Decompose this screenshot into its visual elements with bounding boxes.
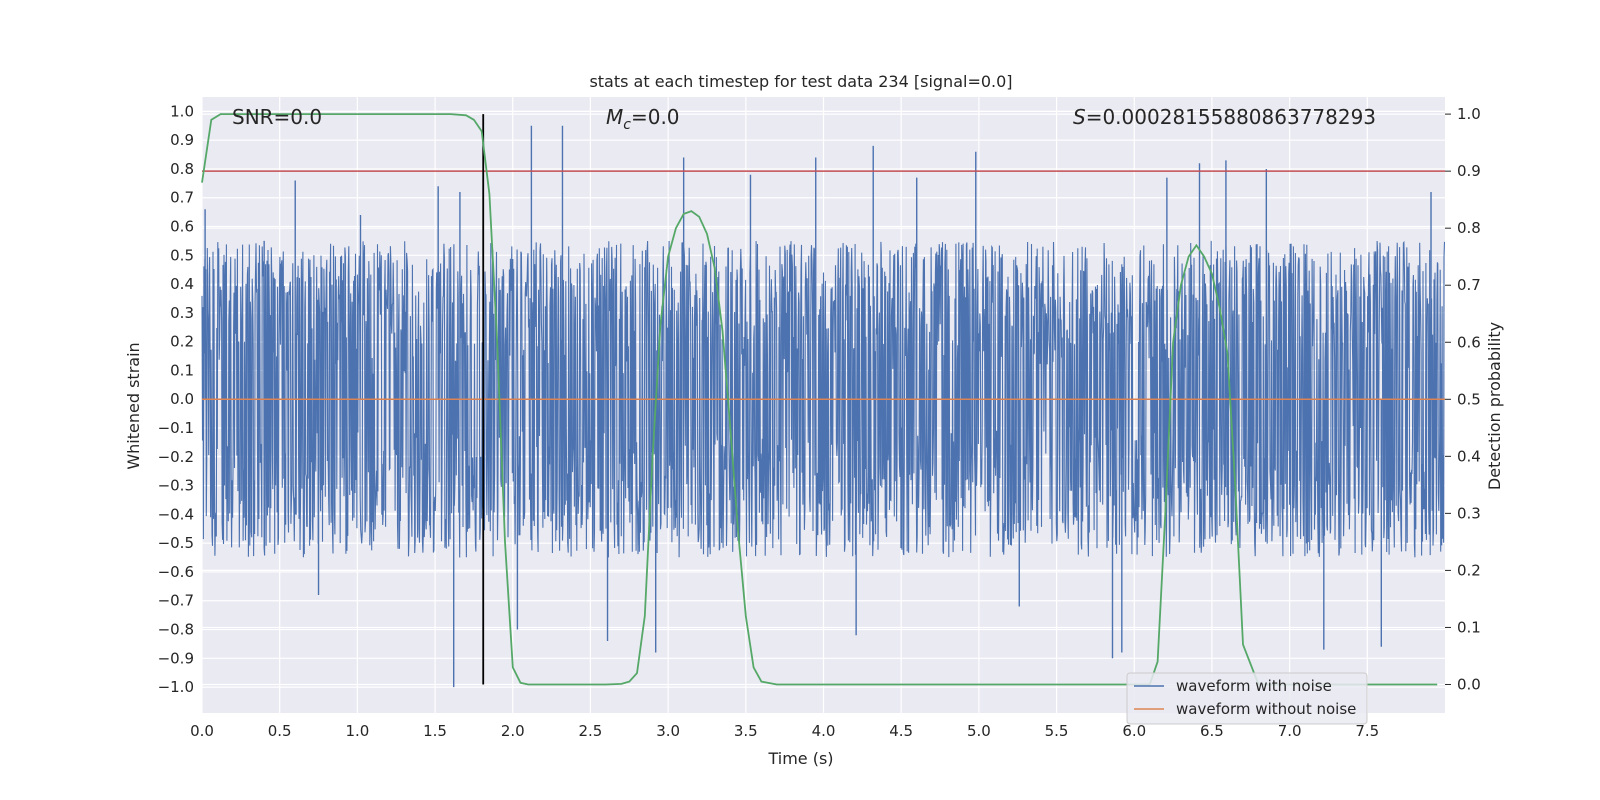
y-tick-label: 0.3 (170, 304, 194, 322)
y-tick-label: −0.1 (158, 419, 194, 437)
right-axis-ticks: 1.0 0.9 0.8 0.7 0.6 0.5 0.4 0.3 0.2 0.1 0.0 (1445, 105, 1481, 693)
y-tick-label: −0.2 (158, 448, 194, 466)
chirp-mass-value: =0.0 (631, 105, 680, 129)
probability-trace (201, 113, 1438, 686)
snr-annotation: SNR=0.0 (232, 105, 322, 129)
right-axis-label: Detection probability (1485, 322, 1504, 490)
y-tick-label: −1.0 (158, 678, 194, 696)
noise-trace (201, 240, 1446, 558)
legend-label-noise: waveform with noise (1176, 677, 1332, 695)
right-tick-label: 0.0 (1457, 675, 1481, 693)
y-axis-label: Whitened strain (124, 342, 143, 469)
x-tick-label: 1.0 (345, 722, 369, 740)
right-tick-label: 0.4 (1457, 447, 1481, 465)
y-tick-label: −0.5 (158, 534, 194, 552)
right-tick-label: 0.9 (1457, 162, 1481, 180)
x-tick-label: 0.5 (268, 722, 292, 740)
x-tick-label: 3.0 (656, 722, 680, 740)
legend-box (1126, 672, 1368, 725)
x-tick-label: 7.5 (1355, 722, 1379, 740)
y-tick-label: 0.1 (170, 361, 194, 379)
x-tick-label: 7.0 (1278, 722, 1302, 740)
x-tick-label: 3.5 (734, 722, 758, 740)
y-tick-label: 0.0 (170, 390, 194, 408)
right-tick-label: 0.5 (1457, 390, 1481, 408)
x-axis-label: Time (s) (767, 749, 833, 768)
legend-label-clean: waveform without noise (1176, 700, 1356, 718)
right-tick-label: 0.6 (1457, 333, 1481, 351)
x-tick-label: 5.0 (967, 722, 991, 740)
score-annotation: S=0.00028155880863778293 (1073, 105, 1376, 129)
chirp-mass-annotation: Mc=0.0 (606, 105, 680, 133)
right-tick-label: 1.0 (1457, 105, 1481, 123)
waveform-with-noise-series (201, 125, 1446, 688)
y-tick-label: 0.7 (170, 189, 194, 207)
x-tick-label: 5.5 (1045, 722, 1069, 740)
x-tick-label: 1.5 (423, 722, 447, 740)
chirp-mass-subscript: c (623, 117, 631, 133)
y-tick-label: 0.9 (170, 131, 194, 149)
x-tick-label: 0.0 (190, 722, 214, 740)
x-axis-ticks: 0.0 0.5 1.0 1.5 2.0 2.5 3.0 3.5 4.0 4.5 5.0 5.5 6.0 6… (190, 722, 1379, 740)
y-tick-label: −0.7 (158, 592, 194, 610)
x-tick-label: 6.0 (1122, 722, 1146, 740)
x-tick-label: 4.0 (812, 722, 836, 740)
chirp-mass-symbol: M (606, 105, 623, 129)
y-tick-label: 0.4 (170, 275, 194, 293)
legend: waveform with noise waveform without noi… (1126, 672, 1368, 725)
y-tick-label: 0.5 (170, 246, 194, 264)
right-tick-label: 0.8 (1457, 219, 1481, 237)
y-tick-label: −0.6 (158, 563, 194, 581)
y-tick-label: 0.2 (170, 333, 194, 351)
right-tick-label: 0.7 (1457, 276, 1481, 294)
y-tick-label: −0.9 (158, 649, 194, 667)
y-tick-label: −0.8 (158, 621, 194, 639)
right-tick-label: 0.3 (1457, 504, 1481, 522)
right-tick-label: 0.1 (1457, 618, 1481, 636)
y-tick-label: −0.4 (158, 505, 194, 523)
x-tick-label: 6.5 (1200, 722, 1224, 740)
chart-title: stats at each timestep for test data 234… (589, 72, 1012, 91)
y-tick-label: 0.6 (170, 218, 194, 236)
y-tick-label: −0.3 (158, 477, 194, 495)
y-tick-label: 0.8 (170, 160, 194, 178)
y-tick-label: 1.0 (170, 102, 194, 120)
detection-probability-series (201, 113, 1438, 686)
y-axis-ticks: 1.0 0.9 0.8 0.7 0.6 0.5 0.4 0.3 0.2 0.1 0.0 −0.1 −0.… (158, 102, 194, 696)
x-tick-label: 4.5 (889, 722, 913, 740)
x-tick-label: 2.0 (501, 722, 525, 740)
right-tick-label: 0.2 (1457, 561, 1481, 579)
x-tick-label: 2.5 (579, 722, 603, 740)
score-symbol: S (1073, 105, 1086, 129)
score-value: =0.00028155880863778293 (1086, 105, 1376, 129)
